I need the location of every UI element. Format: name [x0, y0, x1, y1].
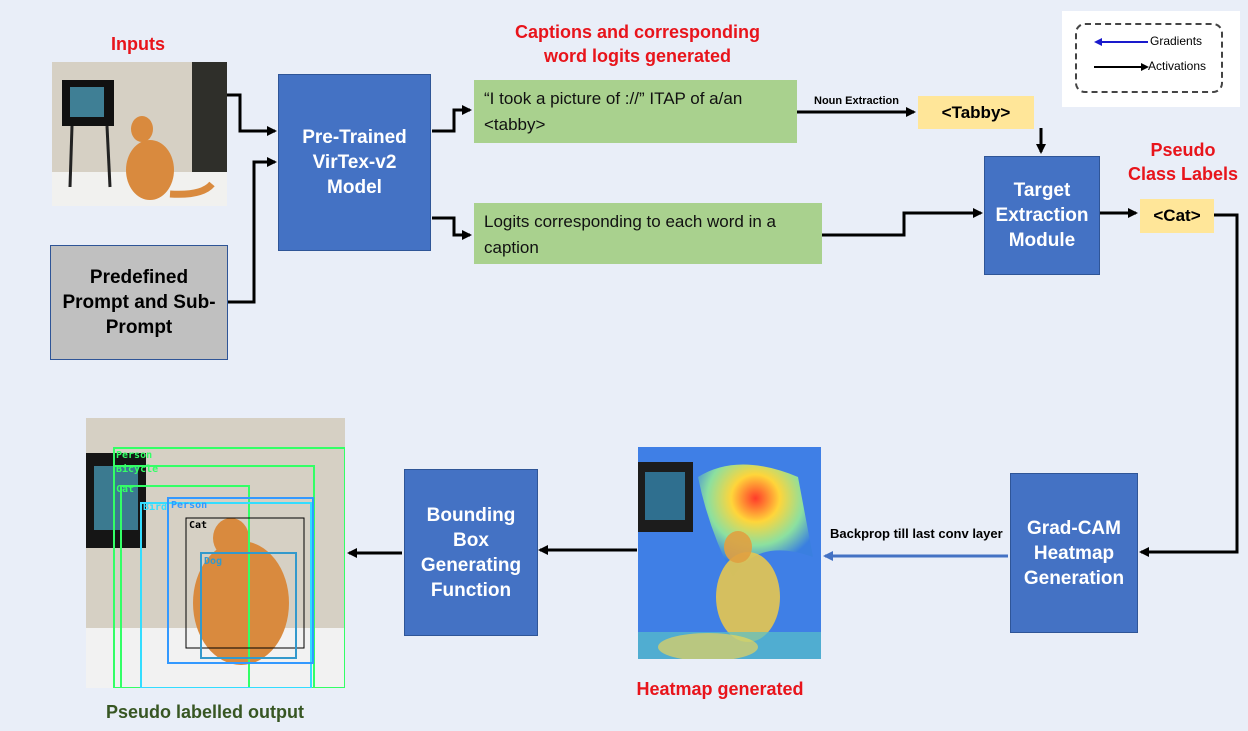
edge-cat-to-gradcam [1139, 213, 1239, 557]
predefined-prompt-box: Predefined Prompt and Sub- Prompt [50, 245, 228, 360]
detection-label-5: Person [171, 500, 208, 511]
detection-label-3: Cat [116, 484, 135, 495]
virtex-model-box: Pre-Trained VirTex-v2 Model [278, 74, 431, 251]
heatmap-generated-title: Heatmap generated [636, 679, 804, 699]
detection-label-7: Dog [204, 556, 223, 567]
detection-box-6 [185, 517, 305, 649]
heatmap-image [638, 447, 821, 659]
detection-box-3 [120, 485, 250, 688]
tabby-label-box: <Tabby> [918, 96, 1034, 129]
legend-panel: Gradients Activations [1062, 11, 1240, 107]
logits-box: Logits corresponding to each word in a c… [474, 203, 822, 264]
detection-label-2: Bicycle [116, 464, 159, 475]
caption-box: “I took a picture of ://” ITAP of a/an <… [474, 80, 797, 143]
detection-box-4 [140, 502, 312, 688]
legend-gradients-label: Gradients [1150, 34, 1203, 48]
edge-logits-to-target [822, 208, 983, 237]
heatmap-illustration [638, 447, 821, 659]
output-photo-illustration [86, 418, 345, 688]
gradcam-box: Grad-CAM Heatmap Generation [1010, 473, 1138, 633]
edge-prompt-to-virtex [228, 157, 277, 304]
captions-title: Captions and corresponding word logits g… [514, 22, 760, 66]
detection-box-5 [167, 497, 314, 664]
noun-extraction-label: Noun Extraction [814, 95, 899, 107]
inputs-title: Inputs [111, 34, 165, 54]
pseudo-output-title: Pseudo labelled output [105, 702, 304, 722]
edge-virtex-to-logits [432, 216, 472, 240]
detection-label-4: Bird [143, 502, 168, 513]
legend-arrows [1094, 38, 1149, 71]
edge-virtex-to-caption [432, 105, 472, 133]
legend-border [1075, 23, 1223, 93]
cat-photo-illustration [52, 62, 227, 206]
pseudo-class-labels-title: Pseudo Class Labels [1127, 140, 1239, 184]
bbox-function-box: Bounding Box Generating Function [404, 469, 538, 636]
backprop-label: Backprop till last conv layer [830, 526, 1003, 541]
detection-box-7 [200, 552, 297, 659]
legend-activations-label: Activations [1148, 59, 1207, 73]
input-image [52, 62, 227, 206]
detection-label-6: Cat [189, 520, 208, 531]
cat-label-box: <Cat> [1140, 199, 1214, 233]
output-image: Person Bicycle Cat Bird Person Cat Dog [86, 418, 345, 688]
detection-label-1: Person [116, 450, 153, 461]
target-extraction-box: Target Extraction Module [984, 156, 1100, 275]
